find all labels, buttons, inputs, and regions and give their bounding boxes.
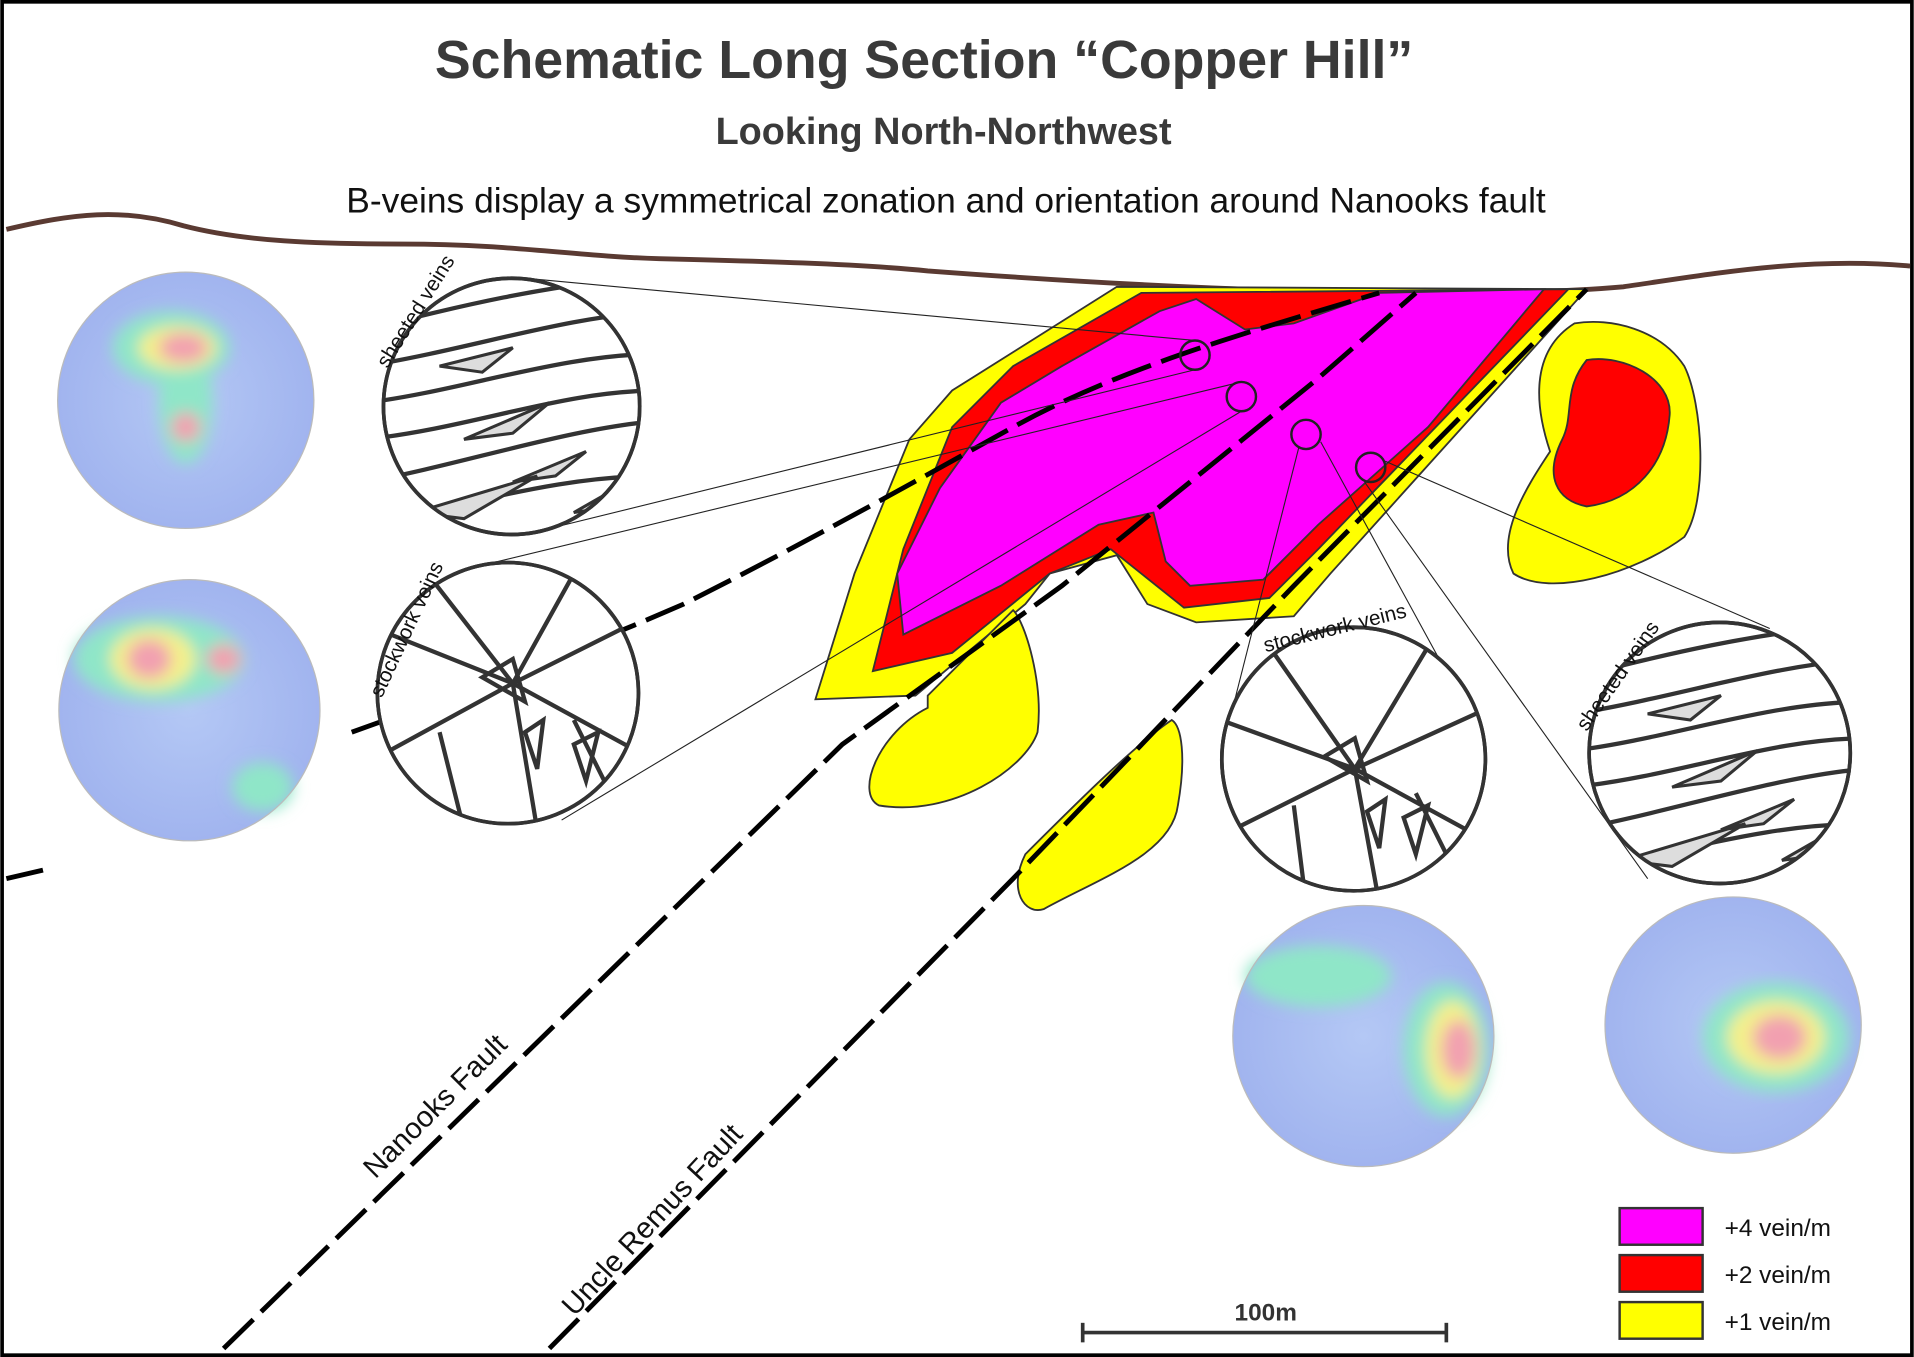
scale-label: 100m [1235,1299,1297,1326]
stereonets [57,271,1862,1168]
inset-stockwork [1219,625,1488,893]
zone-1 [1016,718,1184,911]
zone-4 [896,288,1546,636]
stereonet [57,271,315,530]
zone-2 [1552,358,1671,508]
zone-1 [868,608,1040,809]
legend: +4 vein/m +2 vein/m +1 vein/m [1618,1206,1831,1340]
uncle-remus-fault [547,287,1589,1351]
inset-stockwork [375,560,641,826]
legend-swatch [1618,1206,1704,1246]
stereonet [1232,904,1495,1168]
stereonet [58,579,321,842]
caption: B-veins display a symmetrical zonation a… [346,181,1546,220]
callout-lines [488,277,1770,879]
nanooks-fault [221,291,1418,1351]
legend-label: +4 vein/m [1725,1215,1831,1242]
scale-bar [1080,1322,1449,1343]
legend-label: +1 vein/m [1725,1309,1831,1336]
fault-trace [5,867,44,882]
inset-sheeted [381,276,642,537]
legend-swatch [1618,1300,1704,1340]
topography [5,212,1911,296]
legend-label: +2 vein/m [1725,1262,1831,1289]
vein-zones [814,285,1702,911]
legend-swatch [1618,1253,1704,1293]
subtitle: Looking North-Northwest [716,111,1172,153]
title: Schematic Long Section “Copper Hill” [435,30,1413,90]
stereonet [1604,896,1862,1154]
